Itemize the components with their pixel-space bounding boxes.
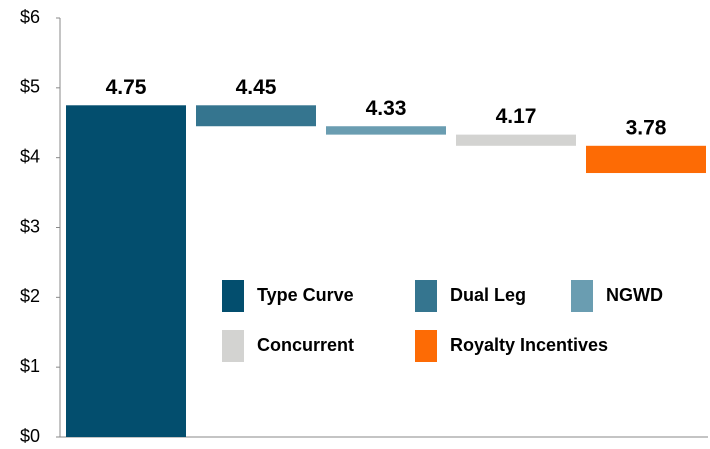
value-label: 4.33 (366, 97, 407, 120)
y-tick-label: $2 (20, 286, 40, 306)
bar (456, 134, 576, 146)
legend-label: Royalty Incentives (450, 335, 608, 355)
legend-swatch (415, 330, 437, 362)
y-tick-label: $3 (20, 216, 40, 236)
y-tick-label: $6 (20, 7, 40, 27)
y-tick-label: $5 (20, 77, 40, 97)
y-tick-label: $0 (20, 426, 40, 446)
legend-swatch (415, 280, 437, 312)
bar (586, 145, 706, 174)
bar (66, 105, 186, 438)
value-label: 4.45 (236, 76, 277, 99)
legend-label: Type Curve (257, 285, 354, 305)
y-tick-label: $4 (20, 146, 40, 166)
legend-label: Dual Leg (450, 285, 526, 305)
value-label: 4.17 (496, 105, 537, 128)
y-tick-label: $1 (20, 356, 40, 376)
legend-label: NGWD (606, 285, 663, 305)
legend-swatch (222, 330, 244, 362)
bar (326, 126, 446, 135)
value-label: 4.75 (106, 76, 147, 99)
value-label: 3.78 (626, 116, 667, 139)
bar (196, 105, 316, 127)
legend-label: Concurrent (257, 335, 354, 355)
legend-swatch (571, 280, 593, 312)
legend-swatch (222, 280, 244, 312)
